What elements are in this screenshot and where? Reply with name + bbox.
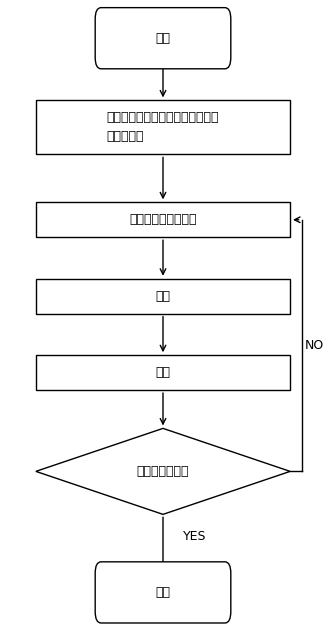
Bar — [36, 278, 290, 313]
Polygon shape — [36, 428, 290, 515]
Text: 对阈値进行编码，建立染色体并生
成初始种群: 对阈値进行编码，建立染色体并生 成初始种群 — [107, 111, 219, 143]
Text: 变异: 变异 — [156, 366, 170, 379]
Bar — [36, 355, 290, 390]
Text: YES: YES — [183, 530, 206, 543]
Text: 开始: 开始 — [156, 32, 170, 45]
Text: 确定相应的适配函数: 确定相应的适配函数 — [129, 213, 197, 226]
FancyBboxPatch shape — [95, 562, 231, 623]
Text: 是否终値条件？: 是否终値条件？ — [137, 465, 189, 478]
Text: 交叉: 交叉 — [156, 290, 170, 303]
Text: NO: NO — [305, 339, 324, 352]
Bar — [36, 100, 290, 154]
Bar — [36, 202, 290, 237]
Text: 结束: 结束 — [156, 586, 170, 599]
FancyBboxPatch shape — [95, 8, 231, 69]
